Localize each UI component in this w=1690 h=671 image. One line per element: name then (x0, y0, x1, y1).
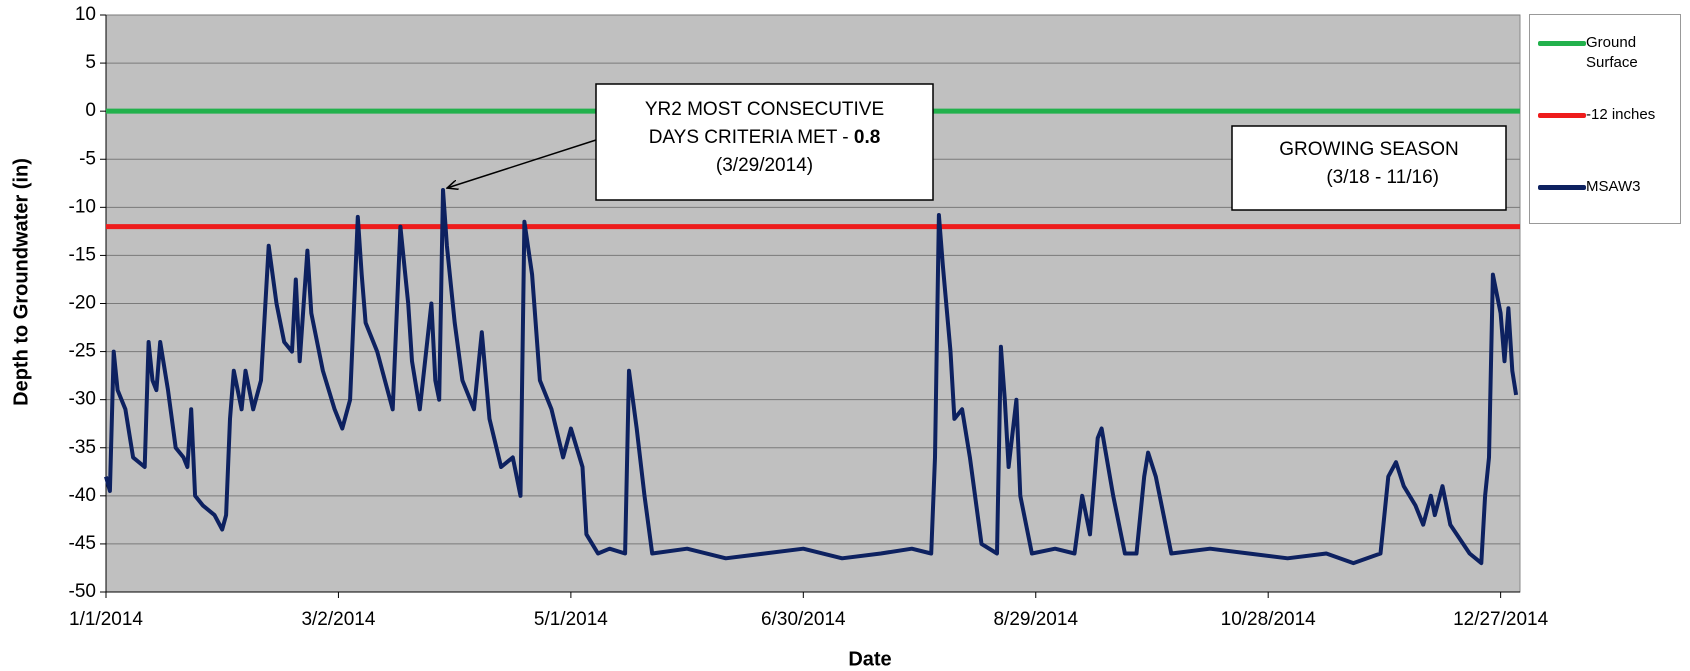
x-tick-label: 12/27/2014 (1453, 609, 1549, 630)
annotation-text: DAYS CRITERIA MET - 0.8 (649, 127, 881, 148)
x-tick-label: 5/1/2014 (534, 609, 608, 630)
y-tick-label: -30 (69, 389, 96, 410)
y-tick-label: -35 (69, 437, 96, 458)
annotation-text: (3/29/2014) (716, 155, 813, 176)
annotation-box (595, 83, 934, 201)
y-tick-label: -20 (69, 293, 96, 314)
y-tick-label: 10 (75, 4, 96, 25)
legend-label: Ground Surface (1586, 34, 1638, 71)
legend-label: -12 inches (1586, 106, 1656, 123)
legend: Ground Surface -12 inches MSAW3 (1529, 14, 1681, 224)
x-tick-label: 3/2/2014 (301, 609, 375, 630)
x-tick-label: 6/30/2014 (761, 609, 846, 630)
legend-swatch (1538, 41, 1586, 46)
y-tick-label: -5 (79, 148, 96, 169)
annotation-arrow (447, 139, 597, 188)
legend-item: Ground Surface (1538, 33, 1676, 73)
y-tick-label: -40 (69, 485, 96, 506)
legend-label: MSAW3 (1586, 178, 1641, 195)
y-tick-label: -50 (69, 581, 96, 602)
x-tick-label: 10/28/2014 (1221, 609, 1317, 630)
legend-item: -12 inches (1538, 105, 1676, 125)
annotation-text: YR2 MOST CONSECUTIVE (645, 99, 884, 120)
series-line (104, 188, 1519, 566)
x-axis-label: Date (848, 648, 891, 670)
annotation-text: (3/18 - 11/16) (1326, 167, 1439, 188)
y-tick-label: -45 (69, 533, 96, 554)
y-tick-label: -15 (69, 244, 96, 265)
y-axis-label: Depth to Groundwater (in) (10, 158, 32, 406)
y-tick-label: -25 (69, 341, 96, 362)
annotation-emphasis: 0.8 (854, 127, 880, 148)
annotation-text: GROWING SEASON (1279, 139, 1458, 160)
x-tick-label: 1/1/2014 (69, 609, 143, 630)
legend-swatch (1538, 113, 1586, 118)
y-tick-label: 5 (85, 52, 96, 73)
legend-item: MSAW3 (1538, 177, 1676, 197)
annotation-box (1231, 125, 1507, 211)
y-tick-label: -10 (69, 196, 96, 217)
y-tick-label: 0 (85, 100, 96, 121)
x-tick-label: 8/29/2014 (993, 609, 1078, 630)
legend-swatch (1538, 185, 1586, 190)
